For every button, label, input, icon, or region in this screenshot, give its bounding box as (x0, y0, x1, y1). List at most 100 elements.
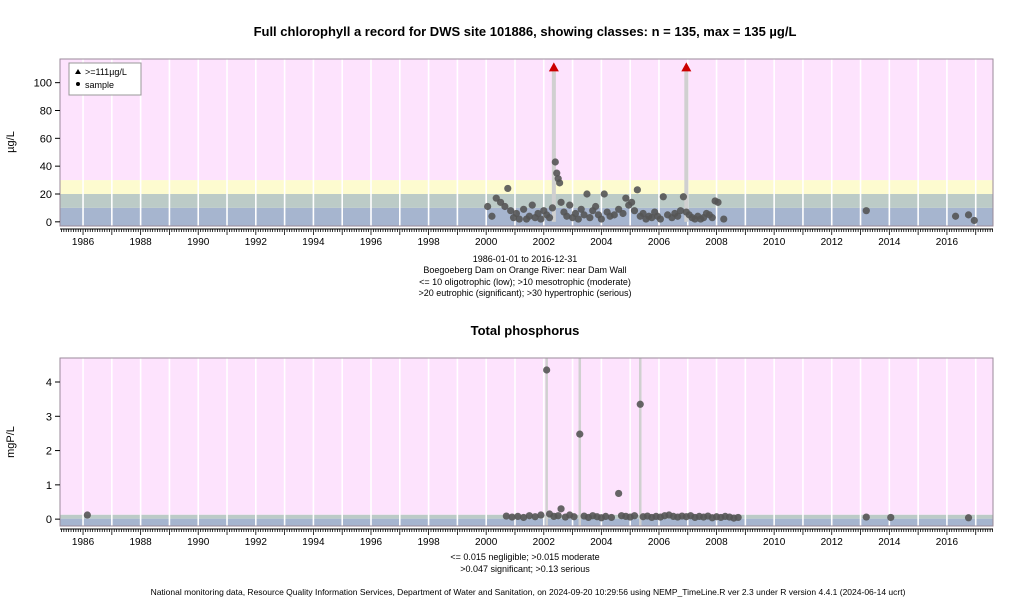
phosphorus-data-point (554, 512, 562, 520)
chlorophyll-y-axis-label: µg/L (5, 131, 17, 153)
chlorophyll-exceed-marker (681, 62, 692, 72)
chlorophyll-data-point (610, 211, 618, 219)
chlorophyll-data-point (528, 201, 536, 209)
chlorophyll-x-tick-label: 1988 (130, 237, 153, 248)
chlorophyll-data-point (679, 193, 688, 201)
chlorophyll-data-point (708, 214, 716, 222)
chlorophyll-data-point (501, 202, 509, 211)
phosphorus-data-point (520, 513, 528, 522)
chlorophyll-band-eutrophic (60, 180, 993, 194)
phosphorus-band-tp_negligible (60, 518, 993, 526)
phosphorus-class-note-2: >0.047 significant; >0.13 serious (460, 564, 590, 574)
chlorophyll-x-tick-label: 2004 (590, 237, 613, 248)
phosphorus-x-tick-label: 1994 (302, 537, 325, 548)
chlorophyll-data-point (622, 194, 630, 202)
phosphorus-band-tp_serious (60, 358, 993, 515)
chlorophyll-x-tick-label: 2008 (705, 237, 728, 248)
chlorophyll-plot-frame (59, 58, 994, 227)
phosphorus-x-tick-label: 2002 (533, 537, 556, 548)
chlorophyll-data-point (551, 158, 559, 166)
phosphorus-x-tick-label: 1996 (360, 537, 383, 548)
legend-sample-dot-icon (76, 82, 80, 86)
phosphorus-plot-area: 0 1 2 3 4 1986 1988 1990 1992 1994 1996 1998 2000 200… (46, 357, 994, 548)
chlorophyll-data-point (714, 198, 722, 206)
chlorophyll-y-tick-label: 60 (40, 133, 52, 145)
chlorophyll-band-mesotrophic (60, 193, 993, 208)
chlorophyll-data-point (548, 204, 557, 212)
phosphorus-data-point (537, 511, 545, 519)
chlorophyll-x-tick-label: 1992 (245, 237, 268, 248)
phosphorus-data-point (83, 511, 91, 519)
phosphorus-data-point (964, 514, 973, 522)
phosphorus-data-point (602, 512, 610, 521)
chlorophyll-data-point (520, 205, 528, 213)
chlorophyll-x-tick-label: 2016 (936, 237, 959, 248)
legend-sample-label: sample (85, 80, 114, 90)
chlorophyll-data-point (484, 202, 492, 211)
chlorophyll-data-point (488, 212, 496, 220)
chlorophyll-x-tick-label: 2014 (878, 237, 901, 248)
phosphorus-x-tick-label: 2010 (763, 537, 786, 548)
chlorophyll-x-tick-label: 2010 (763, 237, 786, 248)
phosphorus-y-tick-label: 4 (46, 377, 52, 389)
chlorophyll-data-point (580, 211, 588, 219)
chlorophyll-exceed-stem (684, 67, 689, 222)
phosphorus-x-tick-label: 2016 (936, 537, 959, 548)
chlorophyll-x-tick-label: 1986 (72, 237, 95, 248)
phosphorus-data-point (570, 513, 578, 521)
chlorophyll-data-point (571, 209, 580, 218)
legend-exceed-label: >=111µg/L (85, 67, 127, 77)
chlorophyll-data-point (507, 207, 515, 215)
phosphorus-x-tick-label: 2012 (821, 537, 844, 548)
phosphorus-y-tick-label: 1 (46, 480, 52, 492)
chlorophyll-data-point (970, 216, 978, 225)
chlorophyll-data-point (628, 198, 636, 206)
chlorophyll-y-tick-label: 20 (40, 189, 52, 201)
chlorophyll-data-point (676, 207, 685, 215)
phosphorus-data-point (502, 512, 510, 520)
chlorophyll-x-tick-label: 2012 (821, 237, 844, 248)
phosphorus-data-point (508, 513, 516, 521)
phosphorus-plot-frame (59, 357, 994, 527)
phosphorus-x-tick-label: 2004 (590, 537, 613, 548)
chlorophyll-data-point (659, 193, 667, 201)
phosphorus-data-point (887, 513, 895, 522)
chlorophyll-data-point (656, 215, 665, 223)
chlorophyll-data-point (720, 215, 728, 223)
chlorophyll-data-point (951, 212, 960, 220)
footer-credit: National monitoring data, Resource Quali… (151, 587, 906, 597)
chlorophyll-x-tick-label: 1990 (187, 237, 210, 248)
legend-exceed-triangle-icon (75, 69, 81, 74)
chlorophyll-data-point (525, 212, 533, 220)
chlorophyll-data-point (674, 212, 682, 220)
chlorophyll-y-tick-label: 100 (34, 78, 52, 90)
chlorophyll-band-hypertrophic (60, 59, 993, 181)
chlorophyll-data-point (600, 190, 608, 198)
phosphorus-data-point (636, 400, 644, 408)
chlorophyll-exceed-marker (548, 62, 559, 72)
chlorophyll-date-range: 1986-01-01 to 2016-12-31 (473, 254, 578, 264)
phosphorus-data-point (607, 513, 616, 522)
legend-box (68, 62, 142, 96)
phosphorus-x-tick-label: 1992 (245, 537, 268, 548)
phosphorus-data-point (576, 430, 584, 438)
chlorophyll-class-note-1: <= 10 oligotrophic (low); >10 mesotrophi… (419, 277, 631, 287)
chlorophyll-x-tick-label: 1994 (302, 237, 325, 248)
phosphorus-x-tick-label: 2006 (648, 537, 671, 548)
phosphorus-data-point (514, 512, 522, 521)
chlorophyll-data-point (512, 209, 521, 218)
phosphorus-x-tick-label: 1990 (187, 537, 210, 548)
phosphorus-data-point (557, 505, 565, 513)
chlorophyll-x-tick-label: 2006 (648, 237, 671, 248)
chlorophyll-data-point (630, 207, 639, 215)
phosphorus-data-point (630, 512, 639, 520)
chlorophyll-data-point (639, 209, 647, 218)
phosphorus-x-tick-label: 1988 (130, 537, 153, 548)
phosphorus-chart-title: Total phosphorus (471, 323, 580, 338)
chlorophyll-data-point (566, 201, 574, 209)
chlorophyll-data-point (515, 215, 523, 223)
phosphorus-x-tick-label: 2014 (878, 537, 901, 548)
chlorophyll-plot-area: 0 20 40 60 80 100 1986 1988 1990 1992 1994 1996 1998… (34, 58, 994, 248)
chlorophyll-data-point (556, 179, 564, 187)
